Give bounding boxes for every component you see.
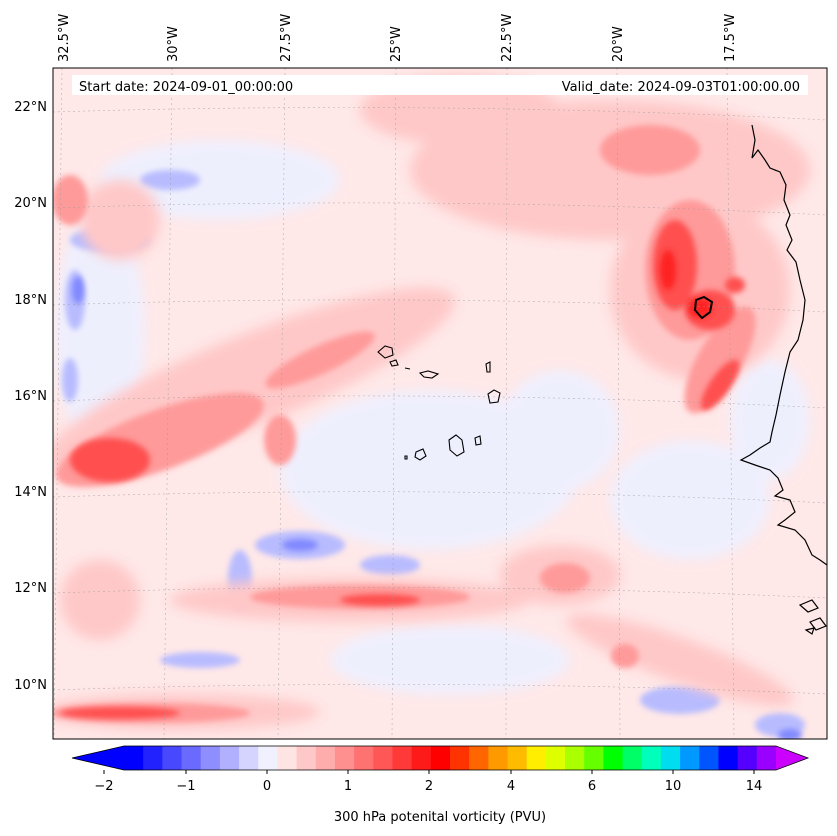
colorbar-swatch xyxy=(756,746,777,770)
colorbar-swatch xyxy=(450,746,470,770)
colorbar-swatch xyxy=(737,746,758,770)
map-panel xyxy=(53,68,827,739)
colorbar-tick-label: 0 xyxy=(263,779,271,794)
colorbar-swatch xyxy=(373,746,393,770)
strong-negative-pv xyxy=(72,276,802,739)
colorbar-label: 300 hPa potenital vorticity (PVU) xyxy=(334,810,546,825)
colorbar-swatch xyxy=(526,746,547,770)
colorbar-swatch xyxy=(277,746,298,770)
colorbar-swatch xyxy=(315,746,336,770)
colorbar-swatch xyxy=(641,746,662,770)
latitude-labels: 22°N 20°N 18°N 16°N 14°N 12°N 10°N xyxy=(14,100,47,693)
colorbar-swatch xyxy=(584,746,604,770)
peak-pv-cores xyxy=(660,250,712,318)
colorbar-over-arrow xyxy=(776,746,808,770)
colorbar-swatch xyxy=(411,746,432,770)
colorbar-tick-label: −1 xyxy=(176,779,195,794)
lat-label: 18°N xyxy=(14,293,47,308)
colorbar-swatch xyxy=(565,746,585,770)
colorbar-tick-label: 1 xyxy=(344,779,352,794)
colorbar-swatch xyxy=(296,746,317,770)
lat-label: 22°N xyxy=(14,100,47,115)
colorbar-swatch xyxy=(334,746,355,770)
lon-label: 22.5°W xyxy=(500,14,515,62)
lon-label: 32.5°W xyxy=(57,14,72,62)
lon-label: 25°W xyxy=(389,26,404,62)
colorbar-swatch xyxy=(354,746,374,770)
colorbar-outline xyxy=(71,745,810,771)
colorbar-tick-label: −2 xyxy=(94,779,113,794)
start-date-label: Start date: 2024-09-01_00:00:00 xyxy=(79,80,293,95)
colorbar-swatch xyxy=(469,746,489,770)
colorbar-swatch xyxy=(124,746,144,770)
colorbar-swatch xyxy=(181,746,202,770)
graticule xyxy=(53,68,827,739)
title-box xyxy=(72,75,808,95)
colorbar-tick-label: 4 xyxy=(507,779,515,794)
colorbar-tick-label: 10 xyxy=(665,779,682,794)
low-pv-regions xyxy=(55,140,810,695)
lon-label: 17.5°W xyxy=(723,14,738,62)
african-coastline xyxy=(739,124,827,635)
colorbar-swatch xyxy=(162,746,183,770)
cape-verde-islands xyxy=(377,345,501,461)
colorbar-swatch xyxy=(392,746,413,770)
pv-contour-loop xyxy=(693,295,714,320)
colorbar-tick-label: 6 xyxy=(588,779,596,794)
lat-label: 12°N xyxy=(14,581,47,596)
colorbar-swatch xyxy=(258,746,278,770)
lat-label: 16°N xyxy=(14,389,47,404)
colorbar-tick-label: 2 xyxy=(425,779,433,794)
lat-label: 20°N xyxy=(14,196,47,211)
lon-label: 27.5°W xyxy=(279,14,294,62)
colorbar-swatch xyxy=(239,746,259,770)
colorbar-tick-label: 14 xyxy=(746,779,763,794)
lat-label: 10°N xyxy=(14,678,47,693)
valid-date-label: Valid_date: 2024-09-03T01:00:00.00 xyxy=(562,80,800,95)
colorbar-swatch xyxy=(622,746,643,770)
colorbar-swatch xyxy=(545,746,566,770)
colorbar-swatch xyxy=(680,746,700,770)
colorbar-swatch xyxy=(488,746,509,770)
colorbar-swatch xyxy=(219,746,240,770)
colorbar-swatch xyxy=(143,746,163,770)
longitude-labels: 32.5°W 30°W 27.5°W 25°W 22.5°W 20°W 17.5… xyxy=(57,14,738,62)
colorbar: −2 −1 0 1 2 4 6 10 14 xyxy=(71,745,810,794)
colorbar-swatch xyxy=(699,746,719,770)
colorbar-swatch xyxy=(430,746,451,770)
lon-label: 30°W xyxy=(166,26,181,62)
lat-label: 14°N xyxy=(14,485,47,500)
colorbar-swatch xyxy=(507,746,528,770)
colorbar-swatch xyxy=(660,746,681,770)
colorbar-under-arrow xyxy=(72,746,124,770)
colorbar-swatch xyxy=(603,746,624,770)
lon-label: 20°W xyxy=(611,26,626,62)
map-frame xyxy=(52,67,828,740)
colorbar-swatch xyxy=(200,746,221,770)
colorbar-swatch xyxy=(718,746,739,770)
